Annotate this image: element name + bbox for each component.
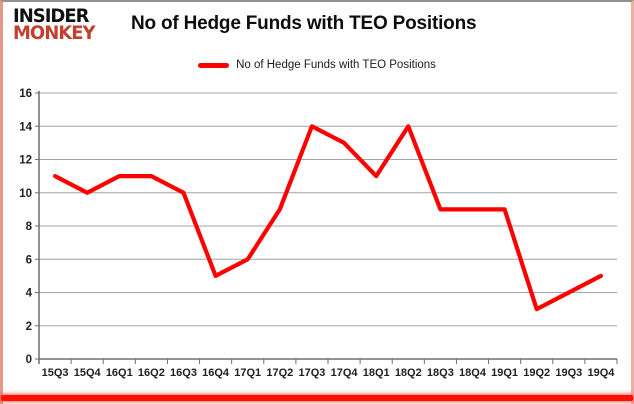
x-axis-label: 17Q4	[331, 367, 359, 379]
x-axis-label: 16Q2	[138, 367, 165, 379]
y-axis-label: 2	[26, 321, 32, 333]
logo-text-insider: INSIDER	[13, 5, 90, 28]
x-axis-label: 19Q2	[523, 367, 550, 379]
legend-label: No of Hedge Funds with TEO Positions	[236, 59, 436, 71]
logo-text-monkey: MONKEY	[13, 21, 96, 45]
x-axis-label: 18Q3	[427, 367, 454, 379]
x-axis-label: 16Q1	[106, 367, 133, 379]
y-axis-label: 14	[19, 121, 32, 133]
x-axis-label: 17Q3	[298, 367, 325, 379]
x-axis-label: 16Q3	[170, 367, 197, 379]
x-axis-label: 17Q2	[266, 367, 293, 379]
x-axis-label: 19Q3	[555, 367, 582, 379]
x-axis-label: 15Q3	[42, 367, 69, 379]
x-axis-label: 16Q4	[202, 367, 230, 379]
insider-monkey-logo[interactable]: INSIDER MONKEY	[13, 5, 96, 45]
chart-title: No of Hedge Funds with TEO Positions	[131, 13, 477, 34]
data-series-line	[52, 124, 604, 312]
x-axis-label: 19Q1	[491, 367, 518, 379]
y-axis-label: 0	[26, 354, 32, 366]
x-axis-label: 18Q1	[363, 367, 390, 379]
y-axis-label: 12	[19, 155, 32, 167]
frame-bottom-accent	[1, 395, 633, 401]
x-axis-label: 17Q1	[234, 367, 261, 379]
y-axis-label: 10	[19, 188, 32, 200]
y-axis-label: 8	[26, 221, 33, 233]
legend-line-swatch	[198, 62, 230, 68]
line-chart-plot-area: 0 2 4 6 8 10 12 14 16 15Q3 15Q4 16Q1 16Q2 16Q3 16Q4 17Q…	[19, 88, 618, 379]
x-axis-label: 18Q4	[459, 367, 487, 379]
x-axis-label: 19Q4	[587, 367, 615, 379]
y-axis-label: 16	[19, 88, 32, 100]
y-axis-label: 4	[26, 288, 33, 300]
x-axis-label: 18Q2	[395, 367, 422, 379]
x-axis-label: 15Q4	[74, 367, 102, 379]
chart-legend: No of Hedge Funds with TEO Positions	[3, 59, 631, 71]
y-axis-label: 6	[26, 254, 32, 266]
